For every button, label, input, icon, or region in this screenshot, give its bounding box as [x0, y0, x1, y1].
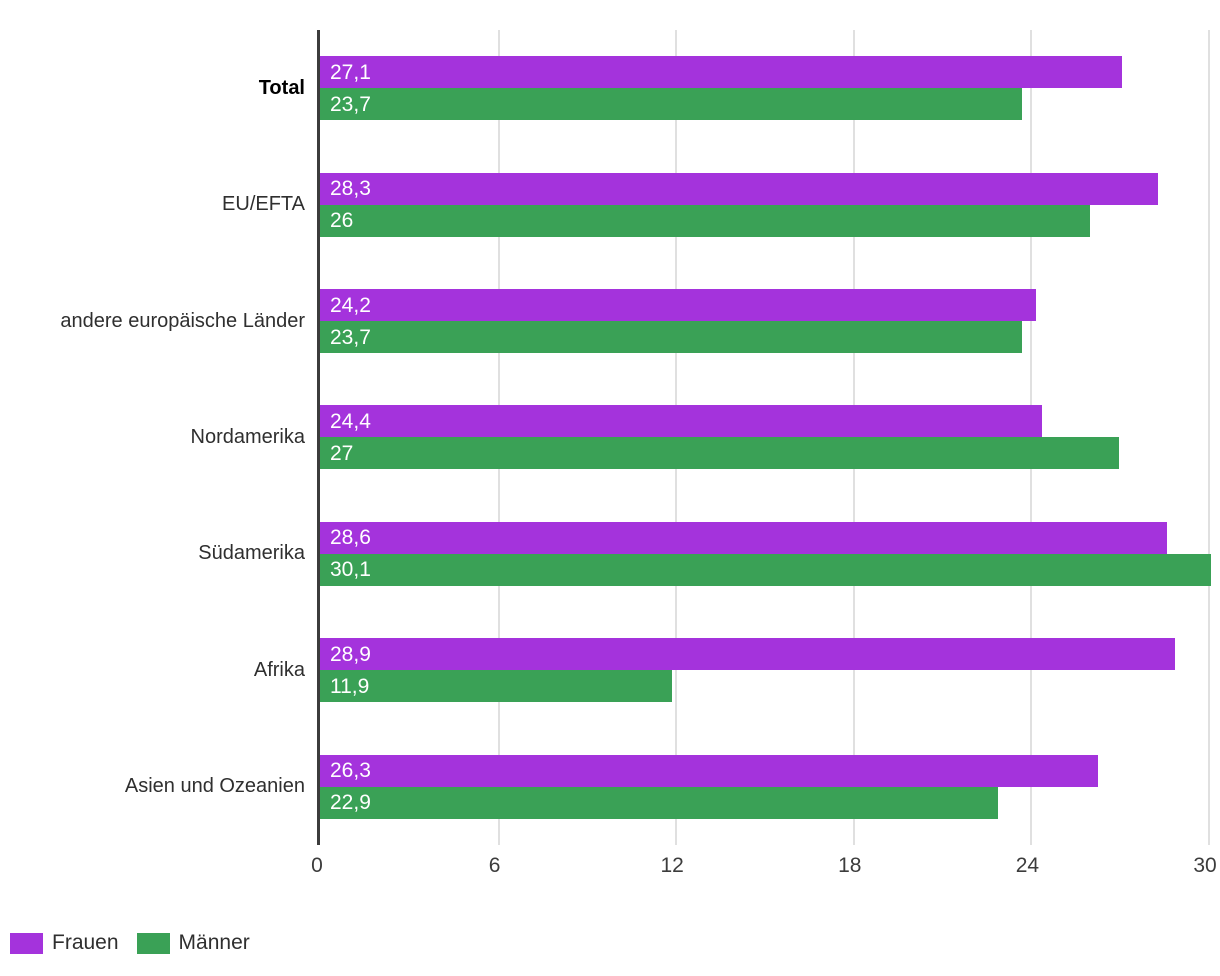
x-tick-label-24: 24 — [1015, 854, 1040, 877]
bar-frauen-5[interactable]: 28,9 — [320, 638, 1176, 671]
bar-value-label: 30,1 — [330, 558, 371, 582]
category-label-2: andere europäische Länder — [60, 309, 305, 332]
bar-frauen-4[interactable]: 28,6 — [320, 521, 1167, 554]
legend-label: Frauen — [52, 931, 119, 954]
plot-area: 27,1 23,7 28,3 26 24,2 23,7 24,4 27 28,6 30,1 28,9… — [317, 30, 1213, 845]
legend-item-maenner[interactable]: Männer — [136, 931, 250, 955]
x-tick-label-18: 18 — [838, 854, 862, 877]
legend-swatch-icon — [10, 932, 43, 954]
bar-value-label: 27 — [330, 441, 354, 465]
legend-item-frauen[interactable]: Frauen — [10, 931, 119, 955]
x-axis: 0 6 12 18 24 30 — [311, 848, 1217, 882]
x-tick-label-6: 6 — [488, 854, 501, 877]
bar-frauen-6[interactable]: 26,3 — [320, 754, 1099, 787]
bar-maenner-5[interactable]: 11,9 — [320, 670, 673, 703]
bar-value-label: 26 — [330, 209, 354, 233]
bar-value-label: 28,9 — [330, 642, 371, 666]
bar-group-6: 26,3 22,9 — [320, 729, 1213, 845]
bar-maenner-2[interactable]: 23,7 — [320, 321, 1022, 354]
category-label-1: EU/EFTA — [222, 193, 305, 216]
category-label-6: Asien und Ozeanien — [124, 775, 305, 798]
plot-rows: 27,1 23,7 28,3 26 24,2 23,7 24,4 27 28,6 30,1 28,9… — [320, 30, 1213, 845]
bar-group-0: 27,1 23,7 — [320, 30, 1213, 146]
bar-frauen-3[interactable]: 24,4 — [320, 405, 1043, 438]
bar-frauen-0[interactable]: 27,1 — [320, 56, 1123, 89]
x-tick-label-0: 0 — [311, 854, 323, 877]
bar-value-label: 23,7 — [330, 325, 371, 349]
bar-value-label: 24,4 — [330, 409, 371, 433]
bar-maenner-3[interactable]: 27 — [320, 437, 1120, 470]
legend-swatch-icon — [136, 932, 170, 954]
bar-group-4: 28,6 30,1 — [320, 496, 1213, 612]
bar-maenner-0[interactable]: 23,7 — [320, 88, 1022, 121]
bar-group-5: 28,9 11,9 — [320, 612, 1213, 728]
category-label-5: Afrika — [253, 658, 305, 681]
gridline-30 — [1208, 30, 1210, 845]
bar-value-label: 22,9 — [330, 791, 371, 815]
bar-maenner-6[interactable]: 22,9 — [320, 786, 998, 819]
bar-group-1: 28,3 26 — [320, 146, 1213, 262]
category-label-0: Total — [258, 76, 305, 99]
legend: Frauen Männer — [10, 931, 250, 955]
legend-label: Männer — [178, 931, 250, 954]
bar-frauen-2[interactable]: 24,2 — [320, 289, 1037, 322]
bar-value-label: 27,1 — [330, 60, 371, 84]
bar-maenner-1[interactable]: 26 — [320, 204, 1090, 237]
bar-maenner-4[interactable]: 30,1 — [320, 553, 1211, 586]
bar-value-label: 28,6 — [330, 526, 371, 550]
x-tick-label-12: 12 — [660, 854, 684, 877]
category-label-3: Nordamerika — [190, 425, 305, 448]
x-tick-label-30: 30 — [1193, 854, 1217, 877]
bar-frauen-1[interactable]: 28,3 — [320, 172, 1158, 205]
bar-value-label: 11,9 — [330, 674, 370, 698]
bar-value-label: 26,3 — [330, 759, 371, 783]
category-label-4: Südamerika — [198, 542, 305, 565]
category-axis: Total EU/EFTA andere europäische Länder Nor… — [0, 30, 305, 845]
bar-value-label: 24,2 — [330, 293, 371, 317]
bar-value-label: 28,3 — [330, 177, 371, 201]
bar-value-label: 23,7 — [330, 92, 371, 116]
bar-group-2: 24,2 23,7 — [320, 263, 1213, 379]
bar-group-3: 24,4 27 — [320, 379, 1213, 495]
